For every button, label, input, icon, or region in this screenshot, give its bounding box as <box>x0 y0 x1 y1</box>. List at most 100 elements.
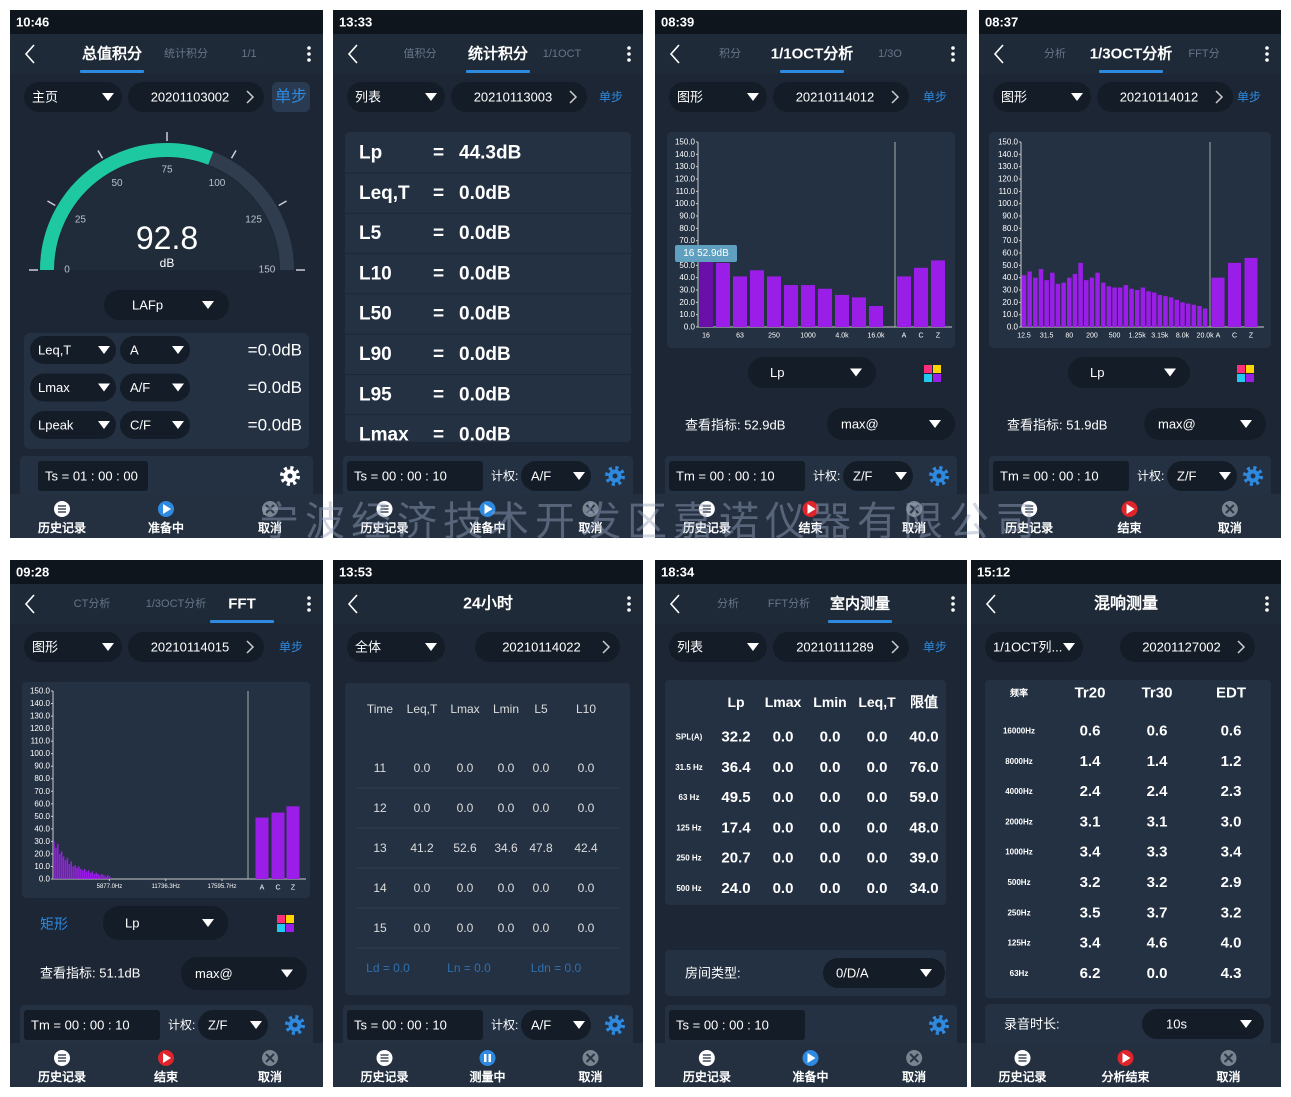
back-button[interactable] <box>669 594 680 614</box>
step-button-label[interactable]: 单步 <box>275 88 307 106</box>
weighting-dropdown[interactable] <box>1167 461 1237 491</box>
bottom-button[interactable]: 取消 <box>1218 520 1242 535</box>
bottom-button[interactable]: 历史记录 <box>360 1069 408 1084</box>
tab[interactable]: 1/3OCT分析 <box>1090 45 1173 63</box>
mode-dropdown[interactable] <box>104 290 229 320</box>
bottom-button[interactable]: 取消 <box>1217 1069 1241 1084</box>
view-mode-dropdown[interactable] <box>181 957 307 990</box>
menu-dot <box>951 46 955 50</box>
record-selector[interactable] <box>451 82 587 112</box>
stat-value: 0.0dB <box>459 223 511 244</box>
tab[interactable]: CT分析 <box>74 596 111 610</box>
bottom-button[interactable]: 历史记录 <box>38 1069 86 1084</box>
bottom-button[interactable]: 取消 <box>579 520 603 535</box>
menu-dot <box>1265 46 1269 50</box>
record-selector[interactable] <box>773 82 909 112</box>
tab[interactable]: FFT分析 <box>768 596 810 610</box>
bottom-button[interactable]: 历史记录 <box>38 520 86 535</box>
record-selector[interactable] <box>1097 82 1233 112</box>
tab[interactable]: FFT分 <box>1188 47 1219 60</box>
back-button[interactable] <box>347 594 358 614</box>
view-mode-dropdown[interactable] <box>1144 408 1266 440</box>
room-dropdown[interactable] <box>823 958 945 988</box>
dropdown[interactable] <box>347 632 445 662</box>
bottom-button[interactable]: 准备中 <box>469 520 505 535</box>
dropdown[interactable] <box>985 632 1083 662</box>
tab[interactable]: 总值积分 <box>82 45 142 63</box>
dropdown[interactable] <box>24 632 122 662</box>
duration-dropdown[interactable] <box>1142 1009 1264 1039</box>
step-button-label[interactable]: 单步 <box>279 640 303 654</box>
record-selector[interactable] <box>773 632 909 662</box>
back-button[interactable] <box>347 44 358 64</box>
bottom-button[interactable]: 历史记录 <box>998 1069 1046 1084</box>
bottom-button[interactable]: 分析结束 <box>1101 1069 1150 1084</box>
menu-dot <box>627 52 631 56</box>
tab[interactable]: 分析 <box>717 596 739 610</box>
record-selector[interactable] <box>1120 632 1255 662</box>
table-cell: 0.0 <box>867 819 888 836</box>
bottom-button[interactable]: 取消 <box>902 520 926 535</box>
record-duration-label: 录音时长: <box>1004 1017 1060 1032</box>
table-cell: 1.4 <box>1147 753 1169 770</box>
bottom-button[interactable]: 历史记录 <box>683 520 731 535</box>
bottom-button[interactable]: 取消 <box>579 1069 603 1084</box>
bottom-button[interactable]: 结束 <box>1118 520 1143 535</box>
tab[interactable]: 1/3OCT分析 <box>146 596 207 610</box>
weighting-dropdown[interactable] <box>198 1010 268 1040</box>
tab[interactable]: 统计积分 <box>164 47 208 60</box>
metric-dropdown[interactable] <box>103 906 228 940</box>
table-cell: 3.1 <box>1080 813 1101 830</box>
bottom-button[interactable]: 取消 <box>258 520 282 535</box>
tab[interactable]: 1/1OCT <box>543 48 582 60</box>
dropdown[interactable] <box>24 82 122 112</box>
dropdown[interactable] <box>669 632 767 662</box>
stat-name: L5 <box>359 223 382 244</box>
weighting-dropdown[interactable] <box>843 461 913 491</box>
step-button-label[interactable]: 单步 <box>599 90 623 104</box>
step-button-label[interactable]: 单步 <box>923 90 947 104</box>
record-selector[interactable] <box>128 632 264 662</box>
dropdown[interactable] <box>347 82 445 112</box>
weighting-dropdown[interactable] <box>521 1010 591 1040</box>
tab[interactable]: 分析 <box>1044 46 1066 60</box>
tab[interactable]: FFT <box>228 596 256 613</box>
weighting-label: 计权: <box>1137 469 1164 483</box>
back-button[interactable] <box>24 594 35 614</box>
bottom-button[interactable]: 历史记录 <box>360 520 408 535</box>
back-button[interactable] <box>24 44 35 64</box>
bottom-button[interactable]: 取消 <box>258 1069 282 1084</box>
back-button[interactable] <box>985 594 996 614</box>
bottom-button[interactable]: 结束 <box>154 1069 179 1084</box>
bar <box>1151 292 1157 327</box>
tab[interactable]: 积分 <box>719 47 741 60</box>
dropdown[interactable] <box>993 82 1091 112</box>
back-button[interactable] <box>669 44 680 64</box>
weighting-dropdown[interactable] <box>521 461 591 491</box>
record-selector[interactable] <box>128 82 264 112</box>
y-tick-label: 20.0 <box>34 849 50 858</box>
dropdown[interactable] <box>669 82 767 112</box>
back-button[interactable] <box>993 44 1004 64</box>
view-mode-dropdown[interactable] <box>827 408 955 440</box>
bar <box>1211 277 1225 327</box>
bottom-button[interactable]: 历史记录 <box>1005 520 1053 535</box>
tab[interactable]: 值积分 <box>404 47 437 60</box>
tab[interactable]: 室内测量 <box>830 595 890 613</box>
record-selector[interactable] <box>475 632 620 662</box>
bottom-button[interactable]: 准备中 <box>148 520 184 535</box>
step-button-label[interactable]: 单步 <box>923 640 947 654</box>
bottom-button[interactable]: 取消 <box>902 1069 926 1084</box>
bottom-button[interactable]: 测量中 <box>469 1069 505 1084</box>
bottom-button[interactable]: 结束 <box>798 520 823 535</box>
tab[interactable]: 1/3O <box>878 48 902 60</box>
bottom-button[interactable]: 准备中 <box>792 1069 828 1084</box>
bottom-button[interactable]: 历史记录 <box>683 1069 731 1084</box>
tab[interactable]: 1/1OCT分析 <box>771 45 854 63</box>
tab[interactable]: 1/1 <box>241 48 256 60</box>
metric-dropdown[interactable] <box>748 357 876 388</box>
step-button-label[interactable]: 单步 <box>1237 90 1261 104</box>
metric-dropdown[interactable] <box>1068 357 1190 388</box>
tab[interactable]: 统计积分 <box>468 45 528 63</box>
